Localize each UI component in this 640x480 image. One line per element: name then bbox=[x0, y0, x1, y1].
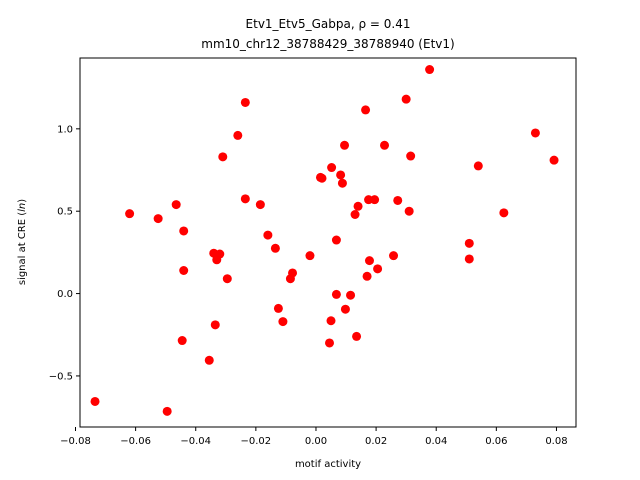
data-point-13 bbox=[222, 274, 232, 284]
data-point-47 bbox=[380, 140, 390, 150]
data-point-5 bbox=[179, 226, 189, 236]
data-point-33 bbox=[336, 170, 346, 180]
data-point-0 bbox=[90, 396, 100, 406]
data-point-9 bbox=[210, 320, 220, 330]
data-point-4 bbox=[171, 200, 181, 210]
data-point-50 bbox=[401, 94, 411, 104]
data-point-25 bbox=[305, 251, 315, 261]
x-tick-label: 0.08 bbox=[545, 436, 567, 447]
data-point-15 bbox=[233, 130, 243, 140]
y-tick-label: 1.0 bbox=[57, 124, 73, 135]
data-point-24 bbox=[288, 268, 298, 278]
data-point-8 bbox=[204, 355, 214, 365]
y-tick-label: 0.0 bbox=[57, 289, 73, 300]
data-point-16 bbox=[240, 97, 250, 107]
chart-title-line1: Etv1_Etv5_Gabpa, ρ = 0.41 bbox=[246, 17, 411, 31]
data-point-59 bbox=[549, 155, 559, 165]
y-tick-label: 0.5 bbox=[57, 207, 73, 218]
data-point-6 bbox=[179, 266, 189, 276]
data-point-32 bbox=[331, 289, 341, 299]
x-axis-ticks: −0.08 −0.06 −0.04 −0.02 0.00 0.02 0.04 0.06 0.08 bbox=[60, 427, 568, 447]
data-point-14 bbox=[218, 152, 228, 162]
data-point-27 bbox=[317, 173, 327, 183]
data-point-55 bbox=[464, 254, 474, 264]
x-tick-label: −0.02 bbox=[241, 436, 272, 447]
data-point-12 bbox=[215, 249, 225, 259]
y-axis-ticks: −0.5 0.0 0.5 1.0 bbox=[49, 124, 80, 382]
data-point-36 bbox=[340, 304, 350, 314]
data-point-20 bbox=[270, 243, 280, 253]
y-tick-label: −0.5 bbox=[49, 371, 73, 382]
data-point-7 bbox=[177, 336, 187, 346]
data-point-19 bbox=[263, 230, 273, 240]
data-point-48 bbox=[389, 251, 399, 261]
data-point-35 bbox=[340, 140, 350, 150]
chart-title-line2: mm10_chr12_38788429_38788940 (Etv1) bbox=[201, 37, 454, 51]
data-point-39 bbox=[352, 331, 362, 341]
data-point-57 bbox=[499, 208, 509, 218]
data-point-18 bbox=[255, 200, 265, 210]
data-point-49 bbox=[393, 195, 403, 205]
x-tick-label: 0.04 bbox=[425, 436, 447, 447]
data-point-1 bbox=[162, 406, 172, 416]
x-tick-label: 0.06 bbox=[485, 436, 507, 447]
data-point-21 bbox=[273, 303, 283, 313]
y-axis-label: signal at CRE (ln) bbox=[17, 199, 28, 285]
data-point-42 bbox=[362, 271, 372, 281]
data-point-41 bbox=[361, 105, 371, 115]
x-tick-label: −0.08 bbox=[60, 436, 91, 447]
data-point-44 bbox=[364, 256, 374, 266]
plot-frame bbox=[79, 57, 577, 428]
data-point-54 bbox=[464, 238, 474, 248]
x-tick-label: −0.04 bbox=[180, 436, 211, 447]
data-point-30 bbox=[327, 163, 337, 173]
data-point-56 bbox=[473, 161, 483, 171]
x-tick-label: −0.06 bbox=[120, 436, 151, 447]
x-tick-label: 0.02 bbox=[365, 436, 387, 447]
x-tick-label: 0.00 bbox=[305, 436, 327, 447]
data-point-31 bbox=[331, 235, 341, 245]
data-points bbox=[90, 65, 559, 416]
data-point-53 bbox=[425, 65, 435, 75]
data-point-28 bbox=[325, 338, 335, 348]
data-point-52 bbox=[406, 151, 416, 161]
data-point-45 bbox=[370, 195, 380, 205]
data-point-22 bbox=[278, 317, 288, 327]
data-point-29 bbox=[326, 316, 336, 326]
data-point-34 bbox=[337, 178, 347, 188]
data-point-17 bbox=[240, 194, 250, 204]
x-axis-label: motif activity bbox=[295, 459, 361, 470]
data-point-58 bbox=[530, 128, 540, 138]
data-point-40 bbox=[353, 201, 363, 211]
data-point-2 bbox=[125, 209, 135, 219]
data-point-51 bbox=[404, 206, 414, 216]
data-point-37 bbox=[346, 290, 356, 300]
data-point-3 bbox=[153, 214, 163, 224]
data-point-38 bbox=[350, 209, 360, 219]
data-point-46 bbox=[373, 264, 383, 274]
